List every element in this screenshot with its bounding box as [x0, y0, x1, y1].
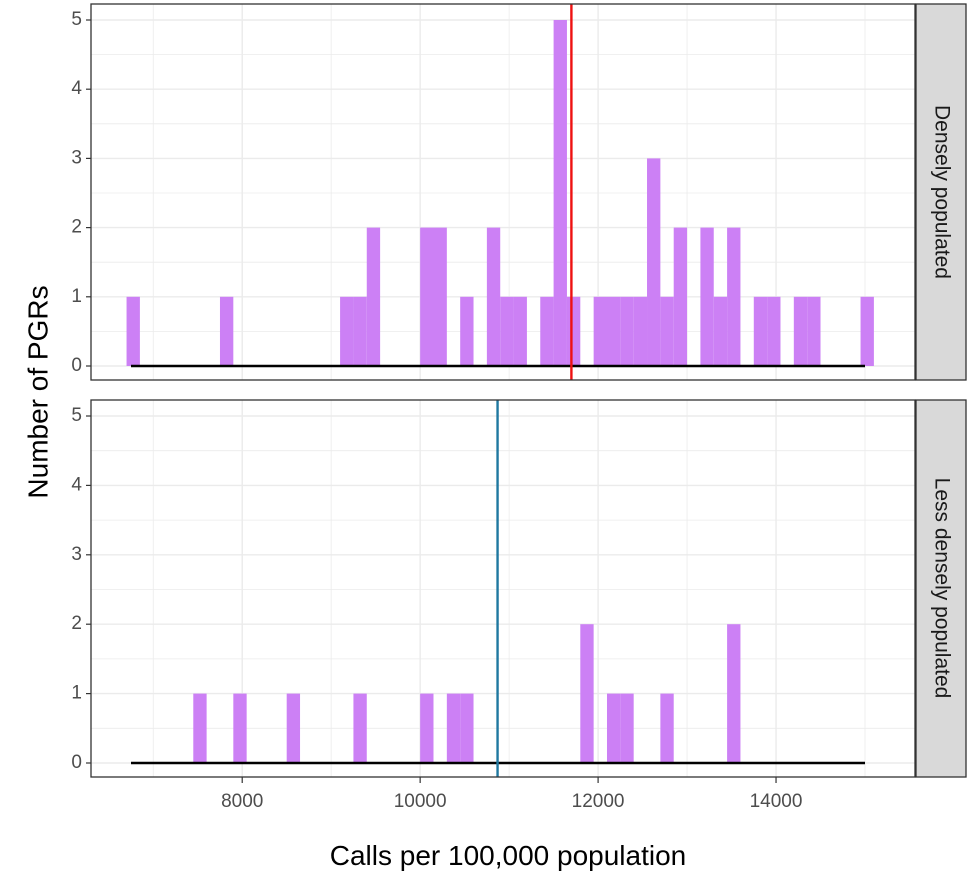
histogram-bar: [126, 296, 140, 366]
x-tick-label: 14000: [750, 791, 803, 812]
histogram-bar: [366, 227, 381, 366]
y-tick-label: 4: [71, 474, 82, 495]
histogram-bar: [433, 227, 447, 366]
y-tick-label: 3: [71, 544, 82, 565]
histogram-bar: [353, 296, 367, 366]
histogram-bar: [606, 296, 621, 366]
histogram-bar: [620, 693, 634, 763]
histogram-bar: [767, 296, 781, 366]
histogram-bar: [420, 227, 434, 366]
histogram-bar: [860, 296, 874, 366]
histogram-bar: [500, 296, 514, 366]
facet-strip: Less densely populated: [915, 399, 967, 778]
histogram-bar: [593, 296, 607, 366]
panel-border: [90, 3, 916, 381]
histogram-bar: [566, 296, 581, 366]
x-tick-label: 8000: [221, 791, 263, 812]
histogram-bar: [713, 296, 728, 366]
histogram-bar: [807, 296, 821, 366]
histogram-bar: [660, 296, 674, 366]
histogram-bar: [486, 227, 501, 366]
strip-background: [915, 3, 967, 381]
x-axis-title: Calls per 100,000 population: [330, 840, 686, 871]
histogram-bar: [606, 693, 621, 763]
histogram-bar: [660, 693, 674, 763]
facet-panel-densely-populated: 0 1 2 3 4 5 Densely populated: [71, 3, 967, 381]
histogram-bar: [727, 624, 741, 763]
panel-border: [90, 399, 916, 778]
histogram-bar: [620, 296, 634, 366]
facet-strip: Densely populated: [915, 3, 967, 381]
histogram-bar: [446, 693, 461, 763]
y-axis: 0 1 2 3 4 5: [71, 9, 91, 376]
histogram-bar: [460, 296, 474, 366]
histogram-bars: [126, 20, 874, 366]
histogram-bars: [193, 624, 741, 763]
histogram-bar: [219, 296, 234, 366]
histogram-bar: [340, 296, 354, 366]
y-tick-label: 5: [71, 9, 82, 30]
x-tick-label: 10000: [394, 791, 447, 812]
histogram-bar: [700, 227, 714, 366]
x-axis: 8000 10000 12000 14000: [221, 777, 802, 812]
histogram-bar: [286, 693, 301, 763]
histogram-bar: [460, 693, 474, 763]
y-tick-label: 5: [71, 405, 82, 426]
histogram-bar: [580, 624, 594, 763]
histogram-bar: [673, 227, 688, 366]
histogram-bar: [540, 296, 554, 366]
histogram-bar: [553, 20, 567, 366]
histogram-bar: [753, 296, 768, 366]
x-tick-label: 12000: [572, 791, 625, 812]
histogram-bar: [193, 693, 207, 763]
y-tick-label: 0: [71, 752, 82, 773]
histogram-bar: [353, 693, 367, 763]
y-tick-label: 1: [71, 683, 82, 704]
strip-background: [915, 399, 967, 778]
y-tick-label: 2: [71, 217, 82, 238]
y-tick-label: 3: [71, 147, 82, 168]
y-tick-label: 4: [71, 78, 82, 99]
histogram-bar: [513, 296, 527, 366]
facet-panel-less-densely-populated: 0 1 2 3 4 5 Less densely populated: [71, 399, 967, 778]
histogram-bar: [233, 693, 247, 763]
y-axis: 0 1 2 3 4 5: [71, 405, 91, 773]
y-tick-label: 0: [71, 355, 82, 376]
strip-label: Densely populated: [930, 105, 953, 279]
histogram-bar: [420, 693, 434, 763]
histogram-bar: [647, 158, 661, 366]
histogram-bar: [633, 296, 648, 366]
y-tick-label: 2: [71, 613, 82, 634]
panel-background: [91, 400, 915, 777]
strip-label: Less densely populated: [930, 478, 953, 699]
y-tick-label: 1: [71, 286, 82, 307]
panel-gridlines: [91, 400, 915, 777]
y-axis-title: Number of PGRs: [22, 285, 53, 498]
histogram-bar: [727, 227, 741, 366]
histogram-bar: [793, 296, 808, 366]
